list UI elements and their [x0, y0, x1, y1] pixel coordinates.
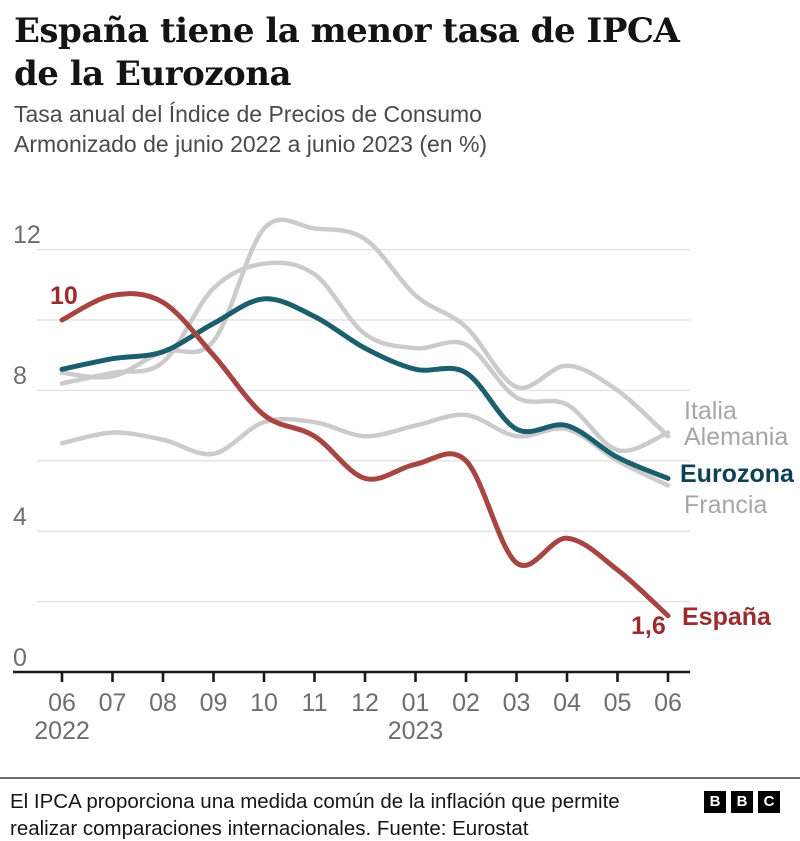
bbc-logo: B B C — [704, 791, 780, 813]
x-axis-label-5: 11 — [301, 689, 328, 717]
bbc-logo-letter-b2: B — [731, 791, 753, 813]
x-axis-label-2: 08 — [149, 689, 177, 717]
source-note-line-2: realizar comparaciones internacionales. … — [10, 817, 529, 840]
series-line-francia — [59, 412, 671, 488]
y-axis-label-8: 8 — [13, 362, 27, 390]
bbc-logo-letter-c: C — [758, 791, 780, 813]
y-axis-label-0: 0 — [13, 644, 27, 672]
chart-subtitle: Tasa anual del Índice de Precios de Cons… — [14, 99, 754, 159]
series-line-alemania — [59, 260, 671, 454]
chart-subtitle-line-1: Tasa anual del Índice de Precios de Cons… — [14, 101, 482, 127]
source-note-line-1: El IPCA proporciona una medida común de … — [10, 790, 620, 813]
footer-divider — [0, 777, 800, 779]
x-axis-label-8: 02 — [452, 689, 480, 717]
page-title: España tiene la menor tasa de IPCA de la… — [14, 10, 754, 96]
x-axis-label-9: 03 — [502, 689, 531, 717]
x-axis-label-0: 06 — [48, 689, 76, 717]
x-axis-label-11: 05 — [603, 689, 632, 717]
x-axis-label-6: 12 — [351, 689, 379, 717]
series-line-italia — [59, 217, 671, 439]
y-axis-label-12: 12 — [13, 221, 41, 249]
source-note: El IPCA proporciona una medida común de … — [10, 788, 690, 841]
x-axis-label-12: 06 — [654, 689, 682, 717]
line-label-eurozona: Eurozona — [680, 460, 794, 488]
line-label-alemania: Alemania — [684, 423, 789, 451]
bbc-logo-letter-b1: B — [704, 791, 726, 813]
line-label-espana: España — [682, 603, 771, 631]
espana-start-value-label: 10 — [50, 282, 78, 310]
page-title-line-2: de la Eurozona — [14, 54, 292, 94]
chart-subtitle-line-2: Armonizado de junio 2022 a junio 2023 (e… — [14, 131, 488, 157]
x-axis-label-3: 09 — [199, 689, 228, 717]
x-axis-label-4: 10 — [250, 689, 278, 717]
espana-end-value-label: 1,6 — [631, 612, 666, 640]
series-line-espana — [59, 291, 671, 619]
x-axis-year-label-2023: 2023 — [387, 717, 444, 745]
x-axis-label-10: 04 — [553, 689, 581, 717]
line-label-francia: Francia — [684, 491, 768, 519]
line-label-italia: Italia — [684, 397, 737, 425]
x-axis-label-7: 01 — [401, 689, 430, 717]
y-axis-label-4: 4 — [13, 503, 27, 531]
x-axis-label-1: 07 — [98, 689, 127, 717]
page-title-line-1: España tiene la menor tasa de IPCA — [14, 11, 680, 51]
series-line-eurozona — [59, 296, 671, 481]
x-axis-year-label-2022: 2022 — [34, 717, 90, 745]
